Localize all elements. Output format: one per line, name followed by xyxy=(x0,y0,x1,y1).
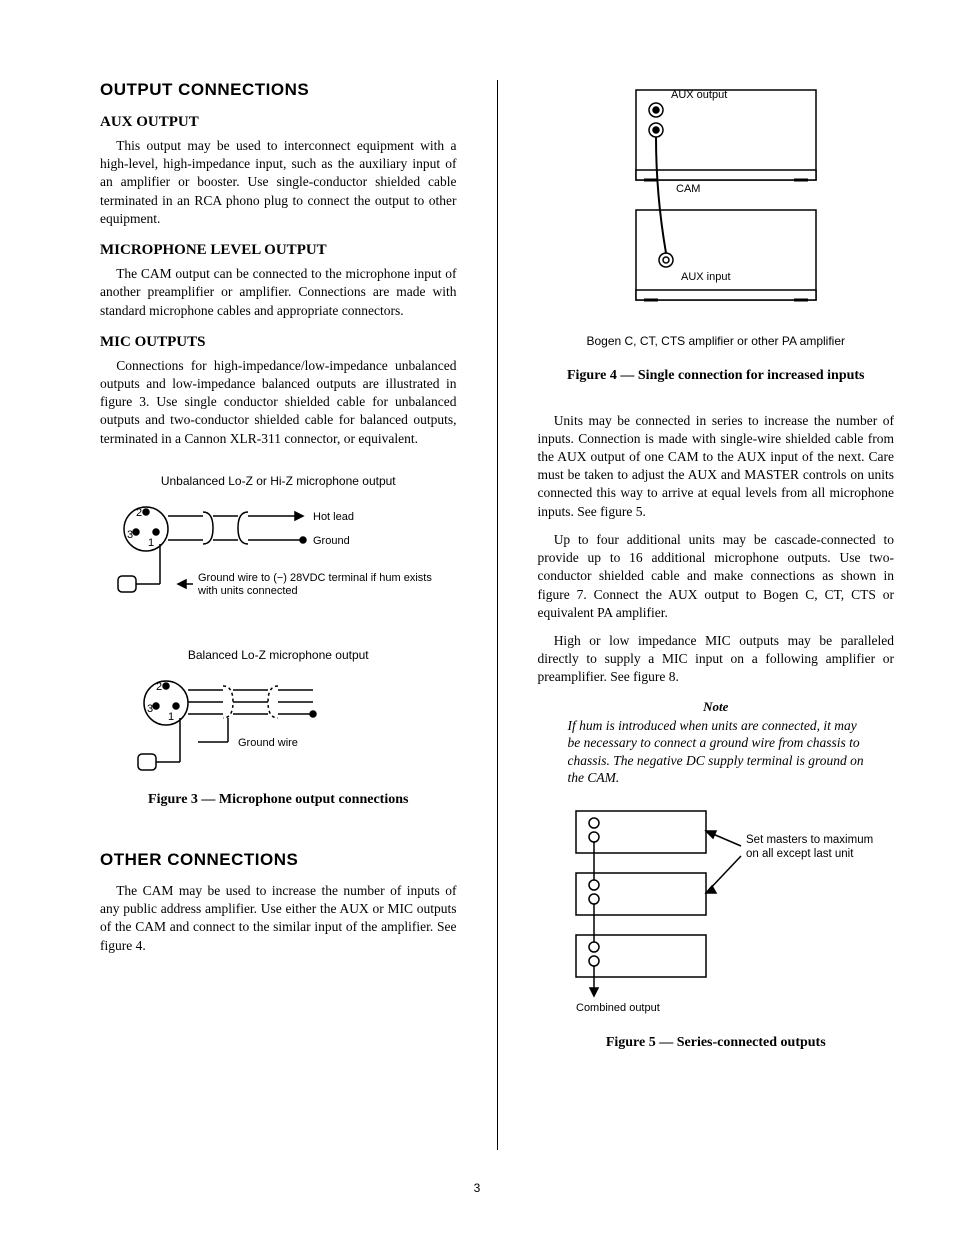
fig5-diagram: Set masters to maximum on all except las… xyxy=(546,801,886,1021)
fig5-caption: Figure 5 — Series-connected outputs xyxy=(538,1035,895,1051)
fig4-caption: Figure 4 — Single connection for increas… xyxy=(538,368,895,384)
fig3-ground-label: Ground xyxy=(313,535,350,547)
svg-text:3: 3 xyxy=(127,529,133,541)
para-aux-output: This output may be used to interconnect … xyxy=(100,137,457,228)
right-column: AUX output CAM AUX input Bogen C, CT, CT… xyxy=(538,80,895,1150)
fig3-mid-label: Balanced Lo-Z microphone output xyxy=(100,648,457,662)
note-heading: Note xyxy=(538,699,895,715)
svg-text:2: 2 xyxy=(136,507,142,519)
fig4-diagram: AUX output CAM AUX input xyxy=(576,80,856,330)
para-series-1: Units may be connected in series to incr… xyxy=(538,412,895,521)
para-mic-outputs: Connections for high-impedance/low-imped… xyxy=(100,357,457,448)
fig4-aux-out-label: AUX output xyxy=(671,89,727,101)
svg-text:1: 1 xyxy=(148,537,154,549)
fig3-gwire2-label: Ground wire xyxy=(238,737,298,749)
note-body: If hum is introduced when units are conn… xyxy=(568,717,865,787)
heading-aux-output: AUX OUTPUT xyxy=(100,114,457,131)
fig5-set-label: Set masters to maximum on all except las… xyxy=(746,833,886,862)
svg-text:3: 3 xyxy=(147,703,153,715)
fig3-hot-label: Hot lead xyxy=(313,511,354,523)
para-other-connections: The CAM may be used to increase the numb… xyxy=(100,882,457,955)
page-number: 3 xyxy=(0,1181,954,1195)
svg-text:1: 1 xyxy=(168,711,174,723)
svg-text:2: 2 xyxy=(156,681,162,693)
para-series-2: Up to four additional units may be casca… xyxy=(538,531,895,622)
left-column: OUTPUT CONNECTIONS AUX OUTPUT This outpu… xyxy=(100,80,457,1150)
fig5-combined-label: Combined output xyxy=(576,1002,660,1014)
column-divider xyxy=(497,80,498,1150)
section-other-connections: OTHER CONNECTIONS xyxy=(100,850,457,870)
fig3-top-diagram: 2 3 1 Hot xyxy=(108,494,448,624)
page-container: OUTPUT CONNECTIONS AUX OUTPUT This outpu… xyxy=(100,80,894,1150)
para-mic-level-output: The CAM output can be connected to the m… xyxy=(100,265,457,320)
para-series-3: High or low impedance MIC outputs may be… xyxy=(538,632,895,687)
fig3-gndwire-note: Ground wire to (−) 28VDC terminal if hum… xyxy=(198,572,448,598)
heading-mic-outputs: MIC OUTPUTS xyxy=(100,334,457,351)
fig4-sub-label: Bogen C, CT, CTS amplifier or other PA a… xyxy=(538,334,895,350)
fig3-top-label: Unbalanced Lo-Z or Hi-Z microphone outpu… xyxy=(100,474,457,488)
fig3-caption: Figure 3 — Microphone output connections xyxy=(100,792,457,808)
fig4-aux-in-label: AUX input xyxy=(681,271,731,283)
section-output-connections: OUTPUT CONNECTIONS xyxy=(100,80,457,100)
fig3-bottom-diagram: 2 3 1 Gro xyxy=(128,668,428,778)
fig4-cam-label: CAM xyxy=(676,183,700,195)
heading-mic-level-output: MICROPHONE LEVEL OUTPUT xyxy=(100,242,457,259)
